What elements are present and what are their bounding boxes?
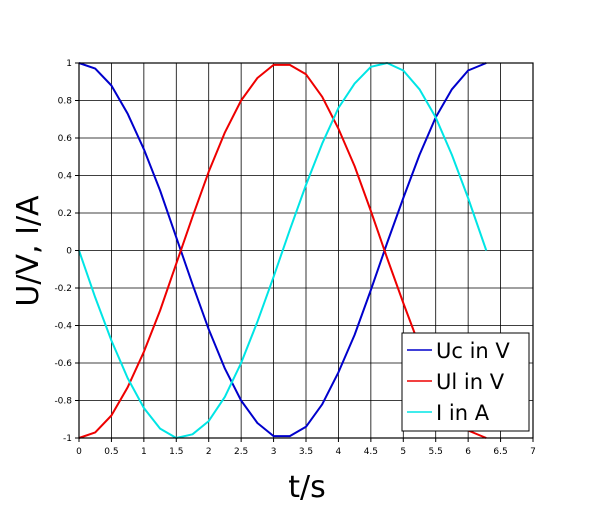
x-tick-label: 6.5 (493, 447, 507, 457)
x-tick-label: 7 (530, 447, 536, 457)
y-tick-label: 1 (66, 59, 72, 69)
y-tick-label: 0.2 (58, 209, 72, 219)
x-tick-label: 3 (271, 447, 277, 457)
legend-label: I in A (436, 401, 490, 425)
x-tick-label: 6 (465, 447, 471, 457)
x-tick-label: 4.5 (364, 447, 378, 457)
legend-label: Uc in V (436, 339, 510, 363)
series-line-i-in-a (78, 62, 488, 439)
x-axis-title: t/s (288, 470, 326, 505)
x-tick-label: 4 (336, 447, 342, 457)
legend-label: Ul in V (436, 370, 505, 394)
y-tick-label: 0 (66, 247, 72, 257)
x-tick-label: 1.5 (169, 447, 183, 457)
y-tick-label: -0.6 (54, 359, 72, 369)
x-tick-label: 0.5 (104, 447, 118, 457)
y-tick-label: -1 (63, 434, 72, 444)
tick-labels: 0 0.5 1 1.5 2 2.5 3 3.5 4 4.5 5 5.5 6 6.5 7 -1 -0.8 -0.6 -… (54, 59, 535, 457)
y-axis-title: U/V, I/A (11, 195, 46, 307)
ticks (75, 62, 534, 442)
series-line-uc-in-v (78, 62, 487, 438)
x-tick-label: 2.5 (234, 447, 248, 457)
y-tick-label: 0.8 (58, 97, 73, 107)
y-tick-label: 0.4 (58, 172, 73, 182)
y-tick-label: -0.8 (54, 397, 72, 407)
x-tick-label: 0 (76, 447, 82, 457)
x-tick-label: 1 (141, 447, 147, 457)
legend: Uc in V Ul in V I in A (401, 332, 530, 432)
x-tick-label: 2 (206, 447, 212, 457)
x-tick-label: 5.5 (429, 447, 443, 457)
x-tick-label: 3.5 (299, 447, 313, 457)
y-tick-label: -0.4 (54, 322, 72, 332)
y-tick-label: 0.6 (58, 134, 73, 144)
x-tick-label: 5 (400, 447, 406, 457)
y-tick-label: -0.2 (54, 284, 72, 294)
